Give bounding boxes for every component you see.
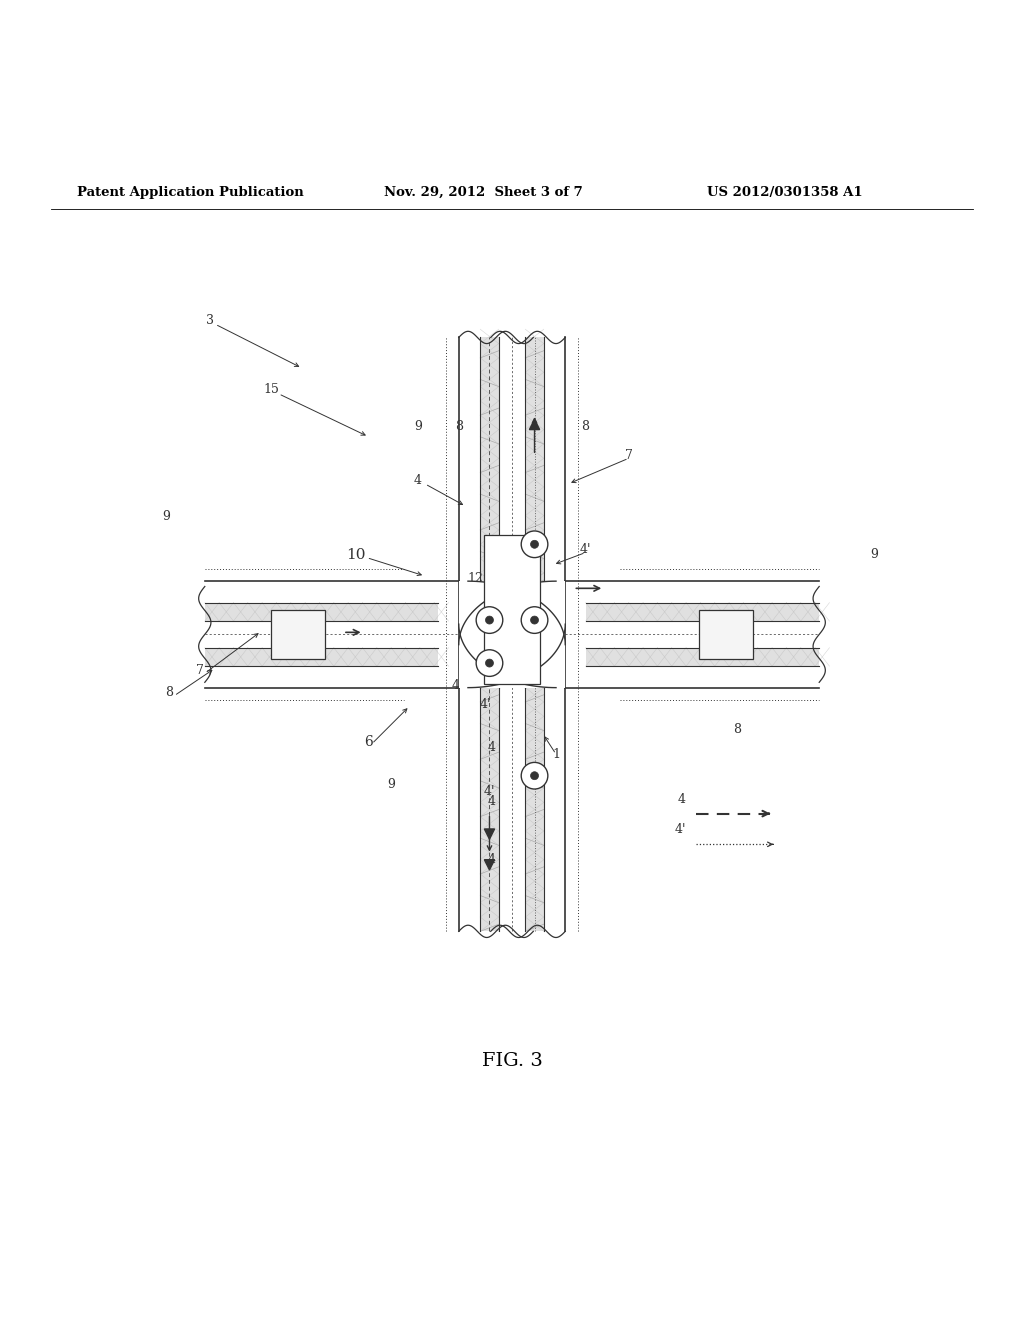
- Circle shape: [521, 607, 548, 634]
- Text: 1: 1: [552, 747, 560, 760]
- Circle shape: [530, 540, 539, 548]
- Bar: [525, 338, 544, 932]
- Bar: [565, 581, 819, 688]
- Text: 12: 12: [467, 572, 483, 585]
- Text: 3: 3: [206, 314, 214, 326]
- Circle shape: [476, 607, 503, 634]
- Text: 9: 9: [870, 548, 879, 561]
- Bar: [271, 610, 325, 659]
- Text: US 2012/0301358 A1: US 2012/0301358 A1: [707, 186, 862, 199]
- Bar: [483, 535, 541, 684]
- Bar: [699, 610, 753, 659]
- Text: 15: 15: [263, 383, 280, 396]
- Text: 9: 9: [162, 510, 170, 523]
- Text: 8: 8: [165, 686, 173, 700]
- Polygon shape: [484, 829, 495, 840]
- Text: 11: 11: [514, 572, 530, 585]
- Text: 9: 9: [387, 779, 395, 792]
- Text: 4: 4: [551, 664, 559, 677]
- Text: 8: 8: [455, 420, 463, 433]
- Text: FIG. 3: FIG. 3: [481, 1052, 543, 1071]
- Bar: [586, 603, 819, 622]
- Bar: [205, 581, 664, 688]
- Text: 4': 4': [483, 784, 496, 797]
- Text: 7: 7: [625, 449, 633, 462]
- Text: 8: 8: [581, 420, 589, 433]
- Bar: [205, 648, 438, 667]
- Polygon shape: [484, 859, 495, 870]
- Text: 8: 8: [733, 723, 741, 737]
- Text: 9: 9: [414, 420, 422, 433]
- Text: 4: 4: [487, 741, 496, 754]
- Text: 6: 6: [365, 735, 373, 748]
- Text: 4': 4': [580, 543, 592, 556]
- Bar: [205, 603, 438, 622]
- Text: 4: 4: [452, 678, 460, 692]
- Circle shape: [485, 616, 494, 624]
- Bar: [525, 581, 544, 688]
- Text: 4': 4': [675, 824, 686, 837]
- Circle shape: [476, 649, 503, 676]
- Bar: [459, 581, 565, 688]
- Polygon shape: [529, 420, 540, 429]
- Circle shape: [530, 772, 539, 780]
- Bar: [480, 581, 499, 688]
- Text: 4: 4: [414, 474, 422, 487]
- Text: 4': 4': [479, 697, 492, 710]
- Bar: [586, 648, 819, 667]
- Bar: [459, 338, 565, 932]
- Bar: [480, 338, 499, 932]
- Circle shape: [521, 763, 548, 789]
- Text: 4: 4: [487, 795, 496, 808]
- Text: 10: 10: [346, 548, 367, 561]
- Circle shape: [530, 616, 539, 624]
- Text: Nov. 29, 2012  Sheet 3 of 7: Nov. 29, 2012 Sheet 3 of 7: [384, 186, 583, 199]
- Text: 4: 4: [487, 853, 496, 866]
- Text: 7: 7: [196, 664, 204, 677]
- Text: 4: 4: [678, 793, 686, 805]
- Circle shape: [521, 531, 548, 557]
- Circle shape: [485, 659, 494, 667]
- Text: Patent Application Publication: Patent Application Publication: [77, 186, 303, 199]
